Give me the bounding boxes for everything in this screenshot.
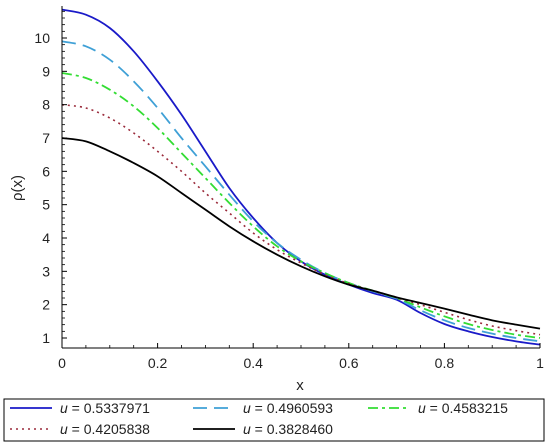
legend-box [3, 398, 545, 442]
y-tick-label: 4 [42, 230, 50, 246]
series-line-1 [61, 40, 541, 343]
x-tick-label: 0.4 [243, 355, 263, 371]
series-line-0 [61, 8, 541, 346]
x-tick-label: 0.2 [148, 355, 168, 371]
legend-label-0: u = 0.5337971 [60, 400, 150, 416]
legend: u = 0.5337971 u = 0.4960593 u = 0.4583215u… [3, 398, 545, 442]
y-tick-label: 8 [42, 97, 50, 113]
y-tick-label: 6 [42, 163, 50, 179]
legend-label-4: u = 0.3828460 [243, 421, 333, 437]
series-line-3 [61, 103, 541, 336]
y-tick-label: 5 [42, 197, 50, 213]
plot-area [61, 8, 541, 346]
x-axis-title: x [296, 377, 304, 394]
legend-label-2: u = 0.4583215 [418, 400, 508, 416]
legend-variable: u [418, 400, 426, 416]
y-tick-label: 9 [42, 63, 50, 79]
x-tick-label: 1 [536, 355, 544, 371]
x-tick-label: 0.8 [435, 355, 455, 371]
y-axis: 1 2 3 4 5 6 7 8 9 10 [34, 6, 67, 348]
legend-variable: u [243, 421, 251, 437]
y-tick-label: 2 [42, 297, 50, 313]
legend-label-1: u = 0.4960593 [243, 400, 333, 416]
legend-variable: u [243, 400, 251, 416]
legend-value: = 0.4583215 [426, 400, 508, 416]
legend-value: = 0.4205838 [68, 421, 150, 437]
legend-value: = 0.4960593 [251, 400, 333, 416]
legend-variable: u [60, 400, 68, 416]
y-tick-label: 7 [42, 130, 50, 146]
legend-label-3: u = 0.4205838 [60, 421, 150, 437]
legend-value: = 0.5337971 [68, 400, 150, 416]
y-tick-label: 1 [42, 330, 50, 346]
series-line-4 [61, 137, 541, 330]
y-tick-label: 3 [42, 263, 50, 279]
legend-variable: u [60, 421, 68, 437]
y-axis-title: ρ(x) [9, 175, 26, 201]
legend-value: = 0.3828460 [251, 421, 333, 437]
y-tick-label: 10 [34, 30, 50, 46]
x-axis: 0 0.2 0.4 0.6 0.8 1 [58, 343, 544, 371]
x-tick-label: 0.6 [339, 355, 359, 371]
x-tick-label: 0 [58, 355, 66, 371]
series-line-2 [61, 72, 541, 339]
